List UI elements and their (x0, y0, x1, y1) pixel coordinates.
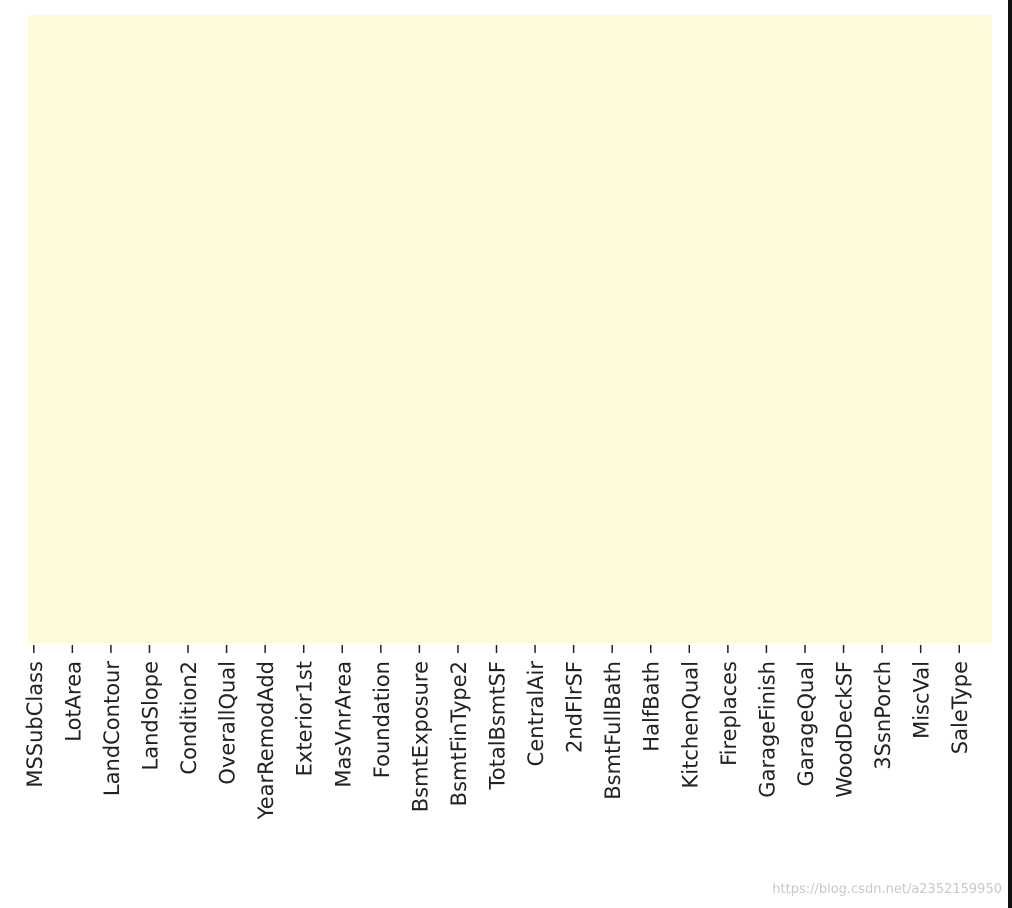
x-tick-label: MasVnrArea (331, 661, 355, 788)
x-tick-label: GarageQual (794, 661, 818, 786)
x-tick-label: BsmtFinType2 (447, 661, 471, 806)
x-tick-label: WoodDeckSF (833, 661, 857, 798)
frame-edge (1008, 0, 1012, 908)
x-tick-label: Exterior1st (293, 661, 317, 776)
watermark: https://blog.csdn.net/a2352159950 (772, 882, 1002, 897)
x-tick-label: Fireplaces (717, 661, 741, 766)
x-tick-label: 2ndFlrSF (563, 661, 587, 753)
x-tick-label: 3SsnPorch (871, 661, 895, 770)
x-tick-label: Condition2 (177, 661, 201, 775)
x-tick-label: YearRemodAdd (254, 661, 278, 820)
x-tick-label: BsmtFullBath (601, 661, 625, 800)
x-tick-label: KitchenQual (678, 661, 702, 788)
x-tick-label: TotalBsmtSF (486, 661, 510, 791)
x-tick-label: LandSlope (138, 661, 162, 770)
heatmap-area (28, 15, 992, 643)
x-tick-label: MSSubClass (23, 661, 47, 788)
x-tick-label: OverallQual (216, 661, 240, 785)
x-tick-label: HalfBath (640, 661, 664, 752)
x-tick-label: CentralAir (524, 661, 548, 767)
x-tick-label: LotArea (61, 661, 85, 742)
x-tick-label: SaleType (948, 661, 972, 754)
x-tick-label: BsmtExposure (408, 661, 432, 812)
x-tick-label: Foundation (370, 661, 394, 778)
x-tick-label: GarageFinish (755, 661, 779, 798)
x-tick-label: LandContour (100, 661, 124, 796)
x-tick-label: MiscVal (910, 661, 934, 739)
